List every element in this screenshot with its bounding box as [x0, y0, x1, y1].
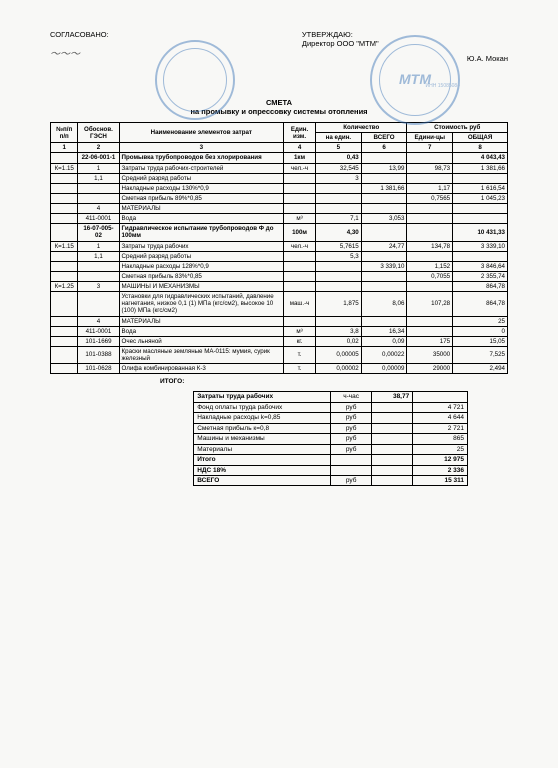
table-row: 101-0388Краски масляные земляные МА-0115… [51, 346, 508, 363]
coln-8: 8 [453, 143, 508, 153]
table-row: Сметная прибыль 89%*0,850,75651 045,23 [51, 193, 508, 203]
table-row: 22-06-001-1Промывка трубопроводов без хл… [51, 153, 508, 163]
coln-2: 2 [78, 143, 119, 153]
col-1: №п/п п/п [51, 123, 78, 143]
summary-row: Материалыруб25 [194, 444, 468, 454]
summary-row: Накладные расходы k=0,85руб4 644 [194, 413, 468, 423]
coln-5: 5 [316, 143, 362, 153]
col-2: Обоснов. ГЭСН [78, 123, 119, 143]
table-row: 16-07-005-02Гидравлическое испытание тру… [51, 224, 508, 241]
approve-left-label: СОГЛАСОВАНО: [50, 30, 256, 39]
col-8: ОБЩАЯ [453, 133, 508, 143]
stamp-inn: ИНН 15085084 [426, 83, 460, 89]
table-row: К=1.151Затраты труда рабочихчел.-ч5,7615… [51, 241, 508, 251]
coln-6: 6 [361, 143, 407, 153]
table-row: 4МАТЕРИАЛЫ25 [51, 316, 508, 326]
summary-row: НДС 18%2 336 [194, 465, 468, 475]
table-row: 101-1669Очес льнянойкг.0,020,0917515,05 [51, 336, 508, 346]
summary-row: Итого12 975 [194, 455, 468, 465]
table-row: К=1.253МАШИНЫ И МЕХАНИЗМЫ864,78 [51, 282, 508, 292]
summary-row: Затраты труда рабочихч-час38,77 [194, 392, 468, 402]
summary-row: Машины и механизмыруб865 [194, 434, 468, 444]
table-row: 411-0001Водам³3,816,340 [51, 326, 508, 336]
col-6: ВСЕГО [361, 133, 407, 143]
summary-row: ВСЕГОруб15 311 [194, 476, 468, 486]
table-row: 411-0001Водам³7,13,053 [51, 214, 508, 224]
table-row: 101-0628Олифа комбинированная К-3т.0,000… [51, 364, 508, 374]
totals-label: ИТОГО: [160, 378, 508, 385]
stamp-left [155, 40, 235, 120]
table-row: Сметная прибыль 83%*0,850,70552 355,74 [51, 271, 508, 281]
summary-row: Фонд оплаты труда рабочихруб4 721 [194, 402, 468, 412]
table-row: К=1.151Затраты труда рабочих-строителейч… [51, 163, 508, 173]
table-row: Накладные расходы 130%*0,91 381,661,171 … [51, 183, 508, 193]
table-row: Накладные расходы 128%*0,93 339,101,1523… [51, 261, 508, 271]
coln-7: 7 [407, 143, 453, 153]
col-3: Наименование элементов затрат [119, 123, 284, 143]
summary-row: Сметная прибыль к=0,8руб2 721 [194, 423, 468, 433]
table-row: Установки для гидравлических испытаний, … [51, 292, 508, 316]
col-4: Един. изм. [284, 123, 316, 143]
stamp-right: МТМ ИНН 15085084 [370, 35, 460, 125]
summary-table: Затраты труда рабочихч-час38,77Фонд опла… [193, 391, 468, 486]
coln-3: 3 [119, 143, 284, 153]
col-qty: Количество [316, 123, 407, 133]
main-table: №п/п п/п Обоснов. ГЭСН Наименование элем… [50, 122, 508, 374]
table-row: 4МАТЕРИАЛЫ [51, 204, 508, 214]
table-row: 1,1Средний разряд работы3 [51, 173, 508, 183]
table-row: 1,1Средний разряд работы5,3 [51, 251, 508, 261]
col-7: Едини-цы [407, 133, 453, 143]
coln-4: 4 [284, 143, 316, 153]
coln-1: 1 [51, 143, 78, 153]
col-5: на един. [316, 133, 362, 143]
